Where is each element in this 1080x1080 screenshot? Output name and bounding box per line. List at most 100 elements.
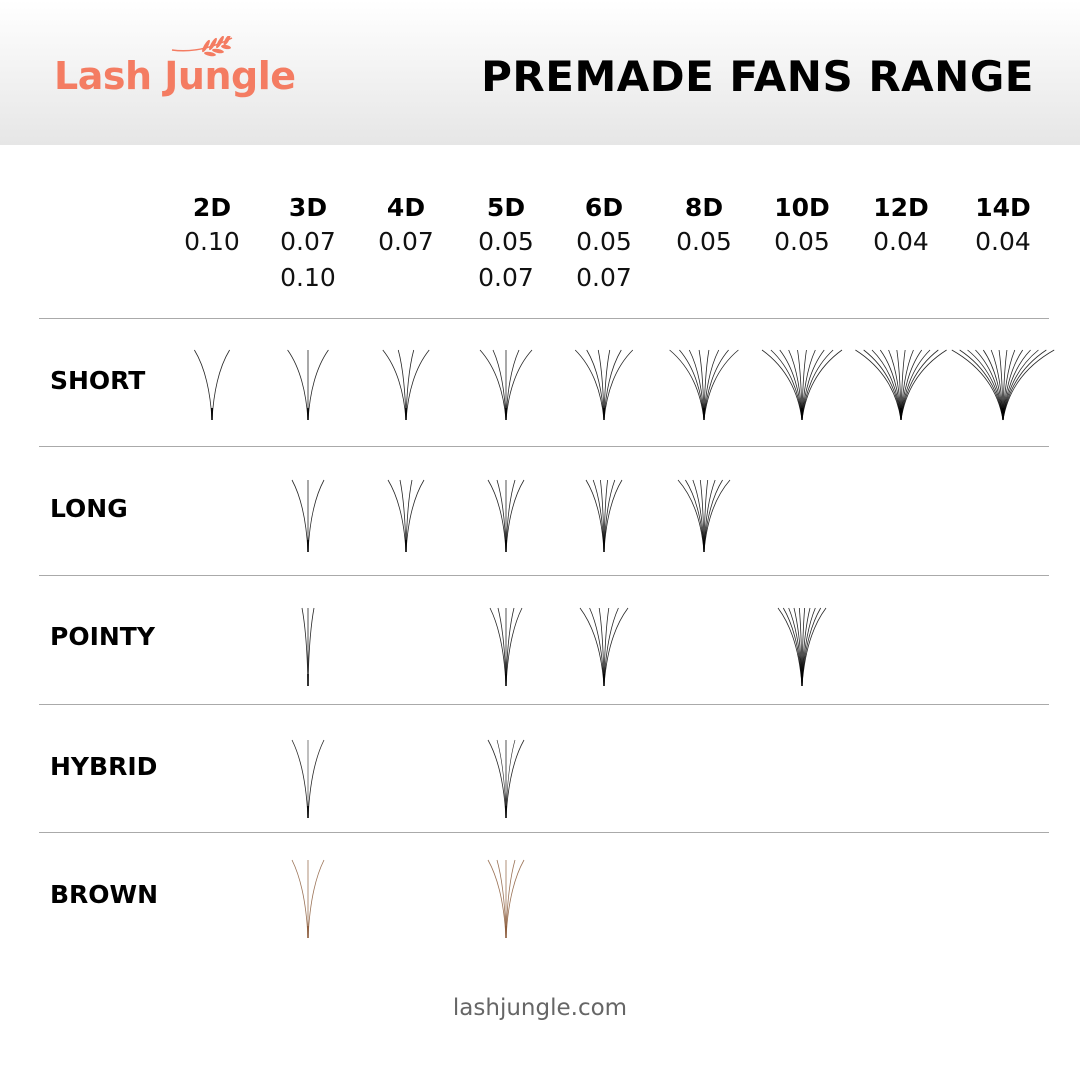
lash-strand <box>307 859 325 939</box>
lash-strand <box>692 479 705 553</box>
fan-type-label: 8D <box>684 193 724 222</box>
lash-strand <box>603 349 622 421</box>
lash-strand <box>703 479 716 553</box>
lash-strand <box>307 607 315 687</box>
fan-long-8d <box>677 479 731 553</box>
column-header-3d: 3D 0.07 0.10 <box>258 192 358 296</box>
fan-short-5d <box>479 349 533 421</box>
fan-brown-3d <box>291 859 325 939</box>
thickness-value: 0.07 <box>478 263 534 292</box>
lash-strand <box>479 349 507 421</box>
lash-strand <box>301 607 309 687</box>
fan-short-12d <box>855 349 947 421</box>
fan-type-label: 4D <box>386 193 426 222</box>
lash-strand <box>703 349 720 421</box>
thickness-value: 0.04 <box>975 227 1031 256</box>
brand-logo: Lash Jungle <box>54 54 296 98</box>
lash-strand <box>688 349 705 421</box>
lash-strand <box>194 349 213 421</box>
lash-strand <box>405 479 425 553</box>
fan-pointy-3d <box>301 607 315 687</box>
divider <box>39 704 1049 705</box>
lash-strand <box>307 349 329 421</box>
fan-short-14d <box>951 349 1055 421</box>
column-header-10d: 10D 0.05 <box>752 192 852 260</box>
fan-type-label: 12D <box>873 193 929 222</box>
column-header-4d: 4D 0.07 <box>356 192 456 260</box>
fan-short-8d <box>669 349 739 421</box>
lash-strand <box>586 349 605 421</box>
lash-strand <box>703 479 731 553</box>
lash-strand <box>291 739 309 819</box>
fan-long-4d <box>387 479 425 553</box>
fan-long-3d <box>291 479 325 553</box>
fan-type-label: 5D <box>486 193 526 222</box>
lash-strand <box>291 479 309 553</box>
thickness-value: 0.07 <box>576 263 632 292</box>
thickness-value: 0.05 <box>576 227 632 256</box>
lash-strand <box>801 607 827 687</box>
thickness-value: 0.04 <box>873 227 929 256</box>
divider <box>39 832 1049 833</box>
lash-strand <box>307 479 325 553</box>
lash-strand <box>574 349 605 421</box>
lash-strand <box>487 739 507 819</box>
fan-short-4d <box>382 349 430 421</box>
website-footer: lashjungle.com <box>452 995 628 1021</box>
fan-short-6d <box>574 349 634 421</box>
fan-short-2d <box>194 349 230 421</box>
lash-strand <box>603 479 616 553</box>
lash-strand <box>307 739 325 819</box>
lash-strand <box>703 349 739 421</box>
leaf-icon <box>171 36 233 57</box>
fan-type-label: 10D <box>774 193 830 222</box>
divider <box>39 446 1049 447</box>
lash-strand <box>603 607 619 687</box>
column-header-6d: 6D 0.05 0.07 <box>554 192 654 296</box>
thickness-value: 0.10 <box>280 263 336 292</box>
lash-strand <box>855 349 902 421</box>
fan-short-3d <box>287 349 329 421</box>
lash-strand <box>603 607 629 687</box>
lash-strand <box>801 349 843 421</box>
thickness-value: 0.07 <box>280 227 336 256</box>
lash-strand <box>1002 349 1047 421</box>
lash-strand <box>505 349 533 421</box>
thickness-value: 0.07 <box>378 227 434 256</box>
column-header-12d: 12D 0.04 <box>851 192 951 260</box>
lash-strand <box>211 349 230 421</box>
row-label-short: SHORT <box>50 366 146 395</box>
fan-type-label: 2D <box>192 193 232 222</box>
thickness-value: 0.05 <box>676 227 732 256</box>
lash-strand <box>603 349 634 421</box>
column-header-5d: 5D 0.05 0.07 <box>456 192 556 296</box>
lash-strand <box>387 479 407 553</box>
row-label-brown: BROWN <box>50 880 159 909</box>
lash-strand <box>959 349 1004 421</box>
thickness-value: 0.05 <box>774 227 830 256</box>
header: Lash Jungle PREMADE FANS RANGE <box>0 0 1080 145</box>
thickness-value: 0.05 <box>478 227 534 256</box>
fan-pointy-6d <box>579 607 629 687</box>
lash-strand <box>1002 349 1055 421</box>
fan-type-label: 6D <box>584 193 624 222</box>
column-header-8d: 8D 0.05 <box>654 192 754 260</box>
fan-short-10d <box>761 349 843 421</box>
lash-strand <box>900 349 947 421</box>
divider <box>39 575 1049 576</box>
lash-strand <box>589 607 605 687</box>
lash-strand <box>951 349 1004 421</box>
row-label-hybrid: HYBRID <box>50 752 158 781</box>
thickness-value: 0.10 <box>184 227 240 256</box>
fan-brown-5d <box>487 859 525 939</box>
lash-strand <box>382 349 407 421</box>
lash-strand <box>287 349 309 421</box>
lash-strand <box>592 479 605 553</box>
fan-pointy-10d <box>777 607 827 687</box>
column-header-2d: 2D 0.10 <box>162 192 262 260</box>
lash-strand <box>291 859 309 939</box>
lash-strand <box>405 349 430 421</box>
fan-type-label: 3D <box>288 193 328 222</box>
row-label-pointy: POINTY <box>50 622 155 651</box>
